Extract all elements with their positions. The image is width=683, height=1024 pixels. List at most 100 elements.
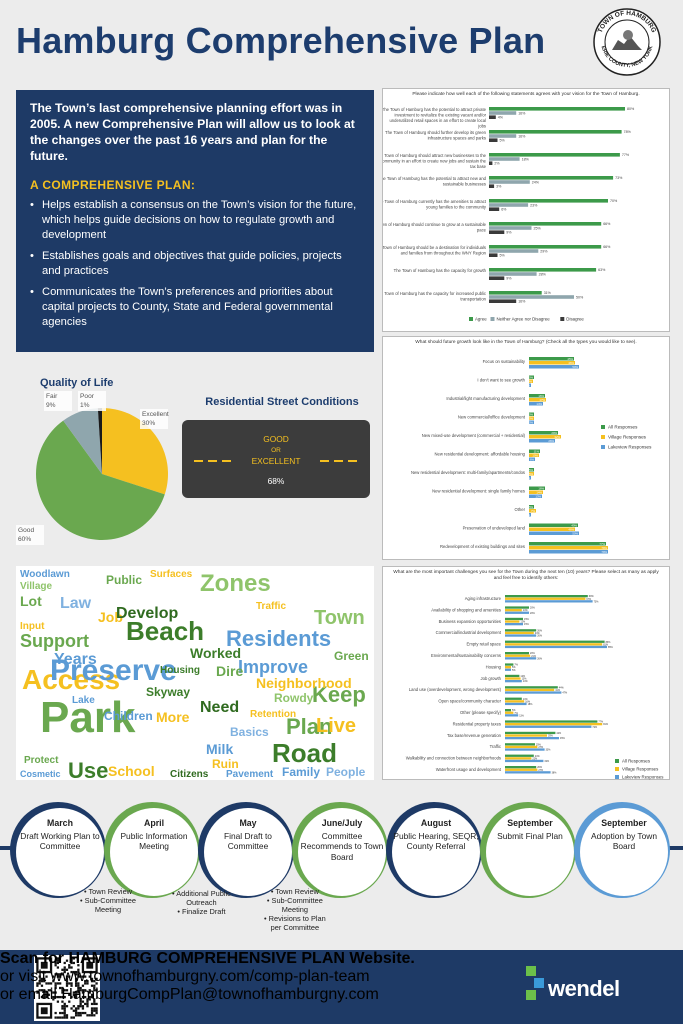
legend-swatch (615, 767, 619, 771)
qr-module (45, 982, 48, 985)
bar (505, 697, 522, 700)
qr-module (40, 989, 44, 992)
category-label: New mixed-use development (commercial + … (422, 433, 526, 438)
category-label: underutilized retail spaces in an effort… (389, 118, 486, 123)
qr-module (77, 984, 80, 987)
bar (505, 643, 603, 646)
category-label: Commercial/industrial development (436, 630, 502, 635)
bar (529, 509, 536, 513)
category-label: Tax base/revenue generation (447, 733, 502, 738)
qr-module (74, 991, 78, 994)
qr-module (65, 1014, 69, 1017)
qr-module (90, 1007, 94, 1010)
category-label: Focus on sustainability (483, 359, 526, 364)
qr-module (77, 1005, 80, 1008)
qr-module (72, 993, 75, 996)
pie-label: 30% (142, 420, 155, 427)
qr-module (54, 982, 57, 985)
bar (529, 494, 542, 498)
bar (489, 253, 498, 257)
category-label: The Town of Hamburg has the potential to… (383, 176, 487, 181)
qr-module (65, 1016, 69, 1019)
challenges-chart: Aging infrastructure 69%67%73% Availabilit… (406, 595, 664, 780)
data-label: 5% (529, 472, 534, 476)
qr-module (61, 1005, 64, 1008)
bar (489, 295, 574, 299)
word-cloud-word: More (156, 709, 190, 725)
qr-module (54, 1016, 57, 1019)
header: Hamburg Comprehensive Plan TOWN OF HAMBU… (0, 0, 683, 82)
qr-module (68, 964, 71, 967)
word-cloud-word: Basics (230, 725, 269, 739)
qr-module (45, 993, 48, 996)
category-label: The Town of Hamburg has the capacity for… (394, 268, 487, 273)
data-label: 16% (518, 300, 526, 304)
qr-module (45, 975, 48, 978)
legend-swatch (490, 317, 495, 321)
qr-finder (40, 1007, 48, 1015)
bar (529, 416, 534, 420)
word-cloud-word: Zones (200, 570, 271, 597)
bar (505, 691, 562, 694)
footer-website-link[interactable]: or visit www.townofhamburgny.com/comp-pl… (0, 968, 370, 985)
qr-module (43, 989, 46, 992)
bar (505, 629, 537, 632)
category-label: community in an effort to create new job… (383, 159, 487, 164)
word-cloud-word: Neighborhood (256, 675, 352, 691)
qr-module (90, 995, 94, 999)
category-label: Walkability and connection between neigh… (406, 756, 501, 761)
qr-module (77, 975, 80, 978)
qr-module (95, 1002, 98, 1006)
bar (489, 153, 620, 157)
label-bg (16, 525, 44, 545)
data-label: 45% (567, 357, 573, 361)
data-label: 5% (529, 413, 534, 417)
qr-module (61, 989, 64, 992)
qr-module (79, 1002, 82, 1006)
qr-module (95, 1007, 98, 1010)
data-label: 5% (529, 376, 534, 380)
bar (505, 595, 588, 598)
category-label: The Town of Hamburg should continue to g… (383, 222, 487, 227)
qr-module (70, 1007, 73, 1010)
bar (505, 654, 531, 657)
future-growth-chart-panel: What should future growth look like in t… (382, 336, 670, 560)
qr-module (70, 995, 73, 999)
qr-module (52, 975, 55, 978)
bar (489, 249, 539, 253)
or-label: OR (271, 447, 281, 454)
qr-module (77, 986, 80, 990)
street-conditions-label: GOOD OR EXCELLENT (182, 434, 370, 467)
qr-module (63, 1009, 66, 1012)
qr-module (65, 975, 69, 978)
category-label: Preservation of undeveloped land (463, 526, 526, 531)
bar (505, 700, 525, 703)
qr-module (95, 1009, 98, 1012)
data-label: 70% (610, 199, 618, 203)
data-label: 5% (512, 666, 516, 669)
word-cloud-word: Cosmetic (20, 769, 61, 779)
qr-module (77, 970, 80, 974)
qr-module (65, 977, 69, 981)
qr-module (49, 982, 53, 985)
bar (529, 431, 558, 435)
qr-module (61, 991, 64, 994)
footer-email-link[interactable]: or email HamburgCompPlan@townofhamburgny… (0, 986, 379, 1003)
qr-module (84, 975, 87, 978)
word-cloud-word: Citizens (170, 769, 209, 780)
bar (505, 714, 519, 717)
note-line: • Town Review (270, 887, 319, 896)
bar (489, 130, 622, 134)
legend-swatch (560, 317, 565, 321)
data-label: 6% (530, 458, 535, 462)
qr-module (45, 991, 48, 994)
qr-module (63, 1005, 66, 1008)
bar (529, 513, 531, 517)
qr-code-icon[interactable] (34, 955, 100, 1021)
legend-label: Village Responses (608, 435, 647, 440)
qr-module (36, 991, 39, 994)
town-seal-icon: TOWN OF HAMBURG ERIE COUNTY, NEW YORK (593, 8, 661, 76)
category-label: Housing (486, 664, 502, 669)
word-cloud-word: Housing (160, 665, 200, 676)
data-label: 29% (540, 249, 548, 253)
